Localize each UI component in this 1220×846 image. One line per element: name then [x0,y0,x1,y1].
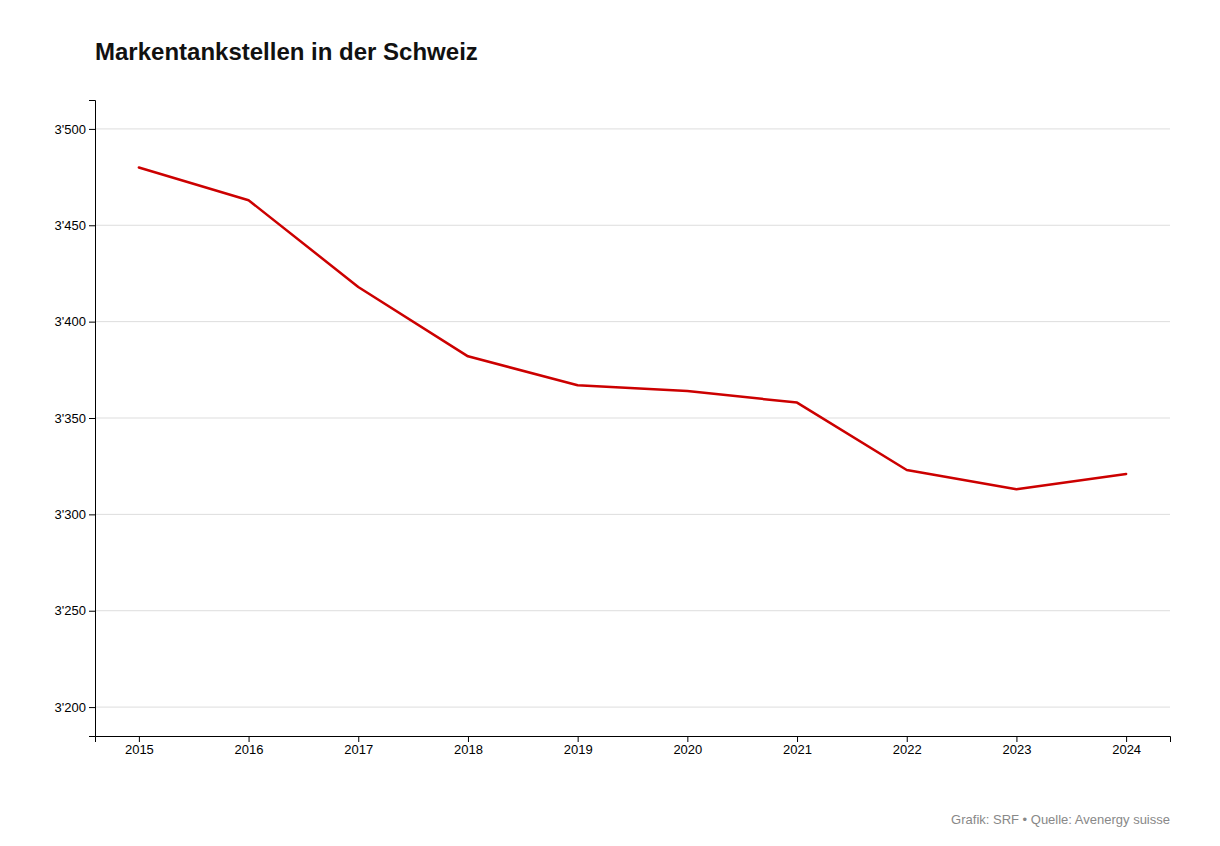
chart: 3'2003'2503'3003'3503'4003'4503'50020152… [0,0,1220,846]
tick-label: 2024 [1112,742,1141,757]
tick-mark [89,611,95,612]
tick-mark [468,736,469,742]
tick: 3'200 [55,700,95,715]
axis-line [89,101,96,737]
tick: 2017 [344,736,373,757]
tick-mark [797,736,798,742]
tick: 2022 [893,736,922,757]
title: Markentankstellen in der Schweiz [95,38,478,65]
grid-line [95,707,1170,708]
tick-mark [89,707,95,708]
tick-label: 3'250 [55,603,86,618]
tick-mark [89,514,95,515]
grid-line [95,128,1170,129]
tick-label: 3'350 [55,411,86,426]
footnote: Grafik: SRF • Quelle: Avenergy suisse [951,812,1170,827]
tick-label: 2018 [454,742,483,757]
tick: 3'400 [55,314,95,329]
tick-mark [578,736,579,742]
grid-line [95,514,1170,515]
tick-mark [358,736,359,742]
tick-mark [907,736,908,742]
tick-mark [89,225,95,226]
tick-label: 3'200 [55,700,86,715]
tick-label: 2023 [1002,742,1031,757]
marks [139,167,1126,489]
tick-mark [1126,736,1127,742]
grid-line [95,610,1170,611]
tick-mark [687,736,688,742]
tick: 3'300 [55,507,95,522]
tick-label: 3'300 [55,507,86,522]
line [139,167,1126,489]
tick-label: 2021 [783,742,812,757]
tick-label: 2015 [125,742,154,757]
grid-line [95,225,1170,226]
tick: 2021 [783,736,812,757]
tick-label: 3'400 [55,314,86,329]
tick: 2024 [1112,736,1141,757]
plot: 3'2003'2503'3003'3503'4003'4503'50020152… [55,101,1171,758]
tick-label: 2022 [893,742,922,757]
tick-mark [89,129,95,130]
tick: 2020 [673,736,702,757]
tick-mark [89,418,95,419]
axis-line [96,737,1171,743]
tick-label: 2016 [235,742,264,757]
tick: 2016 [235,736,264,757]
tick: 3'350 [55,411,95,426]
x-axis: 2015 2016 2017 2018 2019 2020 2021 2022 2023 2024 [96,736,1171,757]
tick-mark [89,322,95,323]
tick: 3'450 [55,218,95,233]
grid [95,129,1170,707]
tick: 2015 [125,736,154,757]
tick-label: 3'500 [55,122,86,137]
grid-line [95,321,1170,322]
tick-mark [1016,736,1017,742]
grid-line [95,418,1170,419]
y-axis: 3'200 3'250 3'300 3'350 3'400 3'450 3'500 [55,101,96,737]
tick-label: 3'450 [55,218,86,233]
tick-mark [249,736,250,742]
tick-label: 2017 [344,742,373,757]
tick: 2018 [454,736,483,757]
tick-mark [139,736,140,742]
tick: 3'500 [55,122,95,137]
tick-label: 2020 [673,742,702,757]
tick: 2023 [1002,736,1031,757]
tick: 2019 [564,736,593,757]
tick-label: 2019 [564,742,593,757]
tick: 3'250 [55,603,95,618]
